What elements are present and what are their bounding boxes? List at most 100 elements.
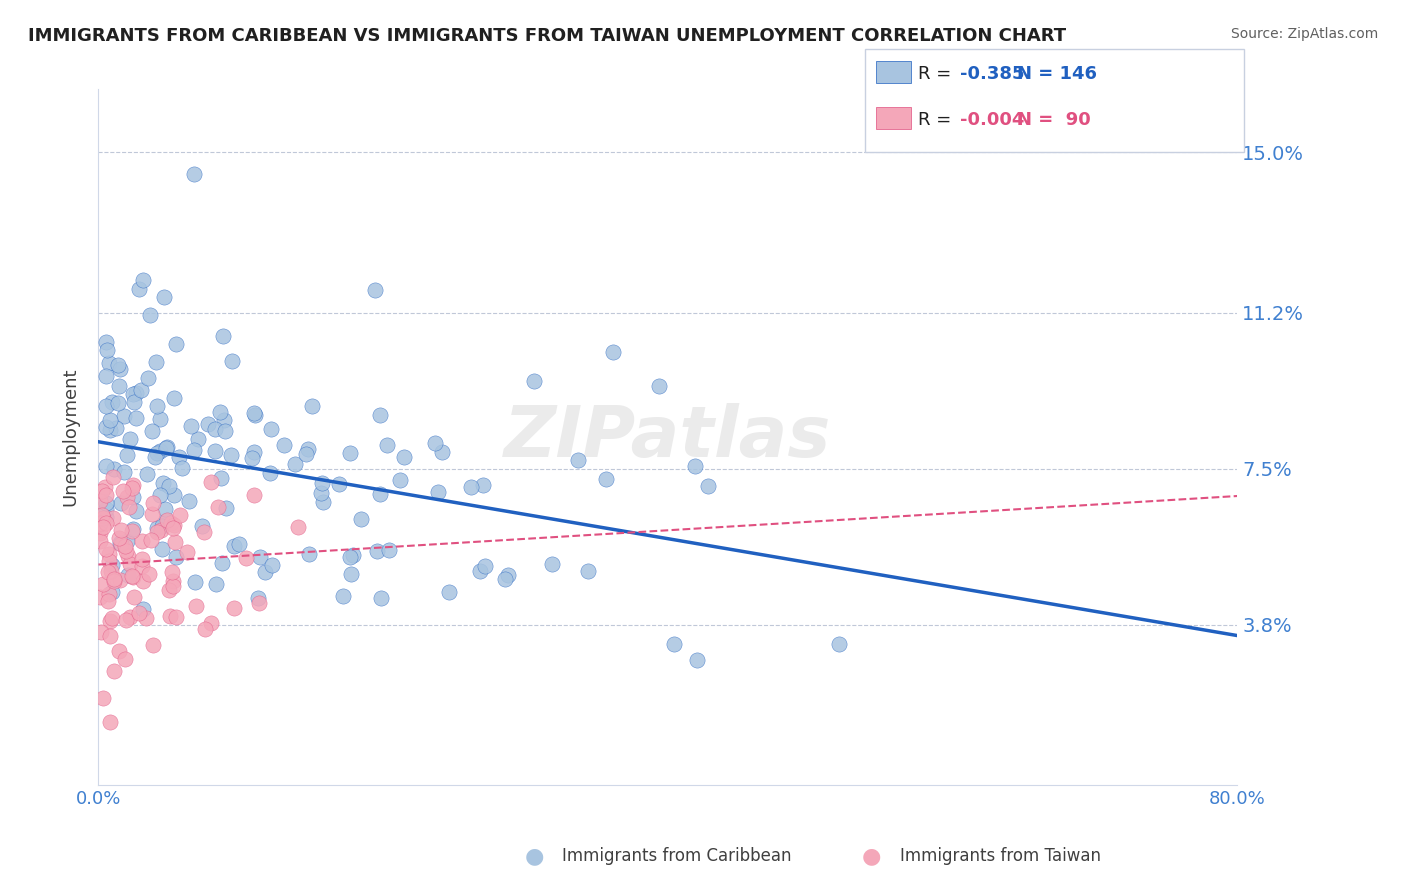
Text: ●: ● xyxy=(862,847,882,866)
Immigrants from Caribbean xyxy=(254,565,277,579)
Immigrants from Caribbean xyxy=(131,602,153,616)
Immigrants from Caribbean xyxy=(370,408,392,422)
Immigrants from Caribbean xyxy=(214,424,236,438)
Immigrants from Taiwan xyxy=(107,531,129,545)
Immigrants from Caribbean xyxy=(153,502,176,516)
Immigrants from Taiwan xyxy=(97,554,120,568)
Immigrants from Caribbean xyxy=(110,535,132,549)
Immigrants from Caribbean xyxy=(541,557,564,571)
Immigrants from Caribbean xyxy=(425,435,447,450)
Immigrants from Caribbean xyxy=(427,484,450,499)
Immigrants from Caribbean xyxy=(149,412,172,426)
Immigrants from Taiwan xyxy=(117,549,139,564)
Immigrants from Taiwan xyxy=(159,516,181,531)
Immigrants from Taiwan xyxy=(103,469,125,483)
Text: IMMIGRANTS FROM CARIBBEAN VS IMMIGRANTS FROM TAIWAN UNEMPLOYMENT CORRELATION CHA: IMMIGRANTS FROM CARIBBEAN VS IMMIGRANTS … xyxy=(28,27,1066,45)
Immigrants from Caribbean xyxy=(186,432,208,446)
Immigrants from Caribbean xyxy=(122,395,145,409)
Immigrants from Caribbean xyxy=(177,493,200,508)
Immigrants from Taiwan xyxy=(91,577,114,591)
Immigrants from Caribbean xyxy=(120,432,142,446)
Immigrants from Taiwan xyxy=(96,487,118,501)
Immigrants from Taiwan xyxy=(107,643,129,657)
Immigrants from Caribbean xyxy=(364,284,387,298)
Immigrants from Caribbean xyxy=(172,461,194,475)
Immigrants from Caribbean xyxy=(311,485,333,500)
Immigrants from Caribbean xyxy=(222,539,245,553)
Immigrants from Taiwan xyxy=(141,508,163,522)
Immigrants from Taiwan xyxy=(120,557,142,571)
Immigrants from Caribbean xyxy=(243,445,266,459)
Immigrants from Caribbean xyxy=(247,591,270,605)
Immigrants from Caribbean xyxy=(197,417,219,432)
Immigrants from Caribbean xyxy=(146,446,169,460)
Immigrants from Taiwan xyxy=(162,565,184,579)
Immigrants from Caribbean xyxy=(339,446,361,460)
Immigrants from Caribbean xyxy=(243,406,266,420)
Immigrants from Caribbean xyxy=(112,409,135,424)
Immigrants from Caribbean xyxy=(117,449,139,463)
Immigrants from Taiwan xyxy=(165,610,187,624)
Immigrants from Caribbean xyxy=(295,447,318,461)
Immigrants from Caribbean xyxy=(96,509,118,524)
Text: N =  90: N = 90 xyxy=(1017,112,1090,129)
Immigrants from Caribbean xyxy=(167,450,190,465)
Immigrants from Caribbean xyxy=(117,568,139,582)
Immigrants from Taiwan xyxy=(162,579,184,593)
Immigrants from Taiwan xyxy=(121,569,143,583)
Immigrants from Caribbean xyxy=(94,399,117,413)
Immigrants from Caribbean xyxy=(211,556,233,570)
Immigrants from Caribbean xyxy=(474,558,496,573)
Immigrants from Caribbean xyxy=(219,448,242,462)
Immigrants from Caribbean xyxy=(98,413,121,427)
Immigrants from Caribbean xyxy=(260,558,283,573)
Immigrants from Caribbean xyxy=(205,577,228,591)
Text: ●: ● xyxy=(524,847,544,866)
Immigrants from Caribbean xyxy=(150,519,173,533)
Immigrants from Taiwan xyxy=(91,520,114,534)
Immigrants from Caribbean xyxy=(136,467,159,482)
Immigrants from Caribbean xyxy=(149,444,172,458)
Immigrants from Caribbean xyxy=(152,475,174,490)
Immigrants from Caribbean xyxy=(145,354,167,368)
Immigrants from Caribbean xyxy=(273,437,295,451)
Immigrants from Caribbean xyxy=(388,473,411,487)
Immigrants from Caribbean xyxy=(209,471,232,485)
Immigrants from Taiwan xyxy=(98,547,121,561)
Immigrants from Taiwan xyxy=(139,533,162,547)
Immigrants from Caribbean xyxy=(828,637,851,651)
Immigrants from Caribbean xyxy=(460,480,482,494)
Text: N = 146: N = 146 xyxy=(1017,65,1097,83)
Immigrants from Caribbean xyxy=(208,404,231,418)
Immigrants from Caribbean xyxy=(107,396,129,410)
Text: R =: R = xyxy=(918,112,957,129)
Immigrants from Taiwan xyxy=(89,517,111,532)
Immigrants from Taiwan xyxy=(91,690,114,705)
Immigrants from Taiwan xyxy=(91,508,114,523)
Immigrants from Caribbean xyxy=(156,440,179,454)
Immigrants from Taiwan xyxy=(103,511,125,525)
Immigrants from Taiwan xyxy=(169,508,191,522)
Immigrants from Taiwan xyxy=(114,539,136,553)
Immigrants from Caribbean xyxy=(125,410,148,425)
Immigrants from Taiwan xyxy=(131,574,153,588)
Immigrants from Caribbean xyxy=(94,458,117,473)
Immigrants from Taiwan xyxy=(128,606,150,620)
Immigrants from Caribbean xyxy=(94,495,117,509)
Immigrants from Taiwan xyxy=(90,483,112,498)
Immigrants from Taiwan xyxy=(89,526,111,541)
Immigrants from Caribbean xyxy=(311,475,333,490)
Immigrants from Caribbean xyxy=(122,387,145,401)
Immigrants from Caribbean xyxy=(108,379,131,393)
Immigrants from Taiwan xyxy=(103,572,125,586)
Immigrants from Caribbean xyxy=(153,289,176,303)
Immigrants from Caribbean xyxy=(103,462,125,476)
Immigrants from Caribbean xyxy=(183,167,205,181)
Immigrants from Caribbean xyxy=(191,518,214,533)
Immigrants from Caribbean xyxy=(370,591,392,605)
Immigrants from Caribbean xyxy=(97,356,120,370)
Immigrants from Taiwan xyxy=(100,565,122,579)
Immigrants from Caribbean xyxy=(143,450,166,464)
Immigrants from Caribbean xyxy=(368,487,391,501)
Immigrants from Caribbean xyxy=(157,478,180,492)
